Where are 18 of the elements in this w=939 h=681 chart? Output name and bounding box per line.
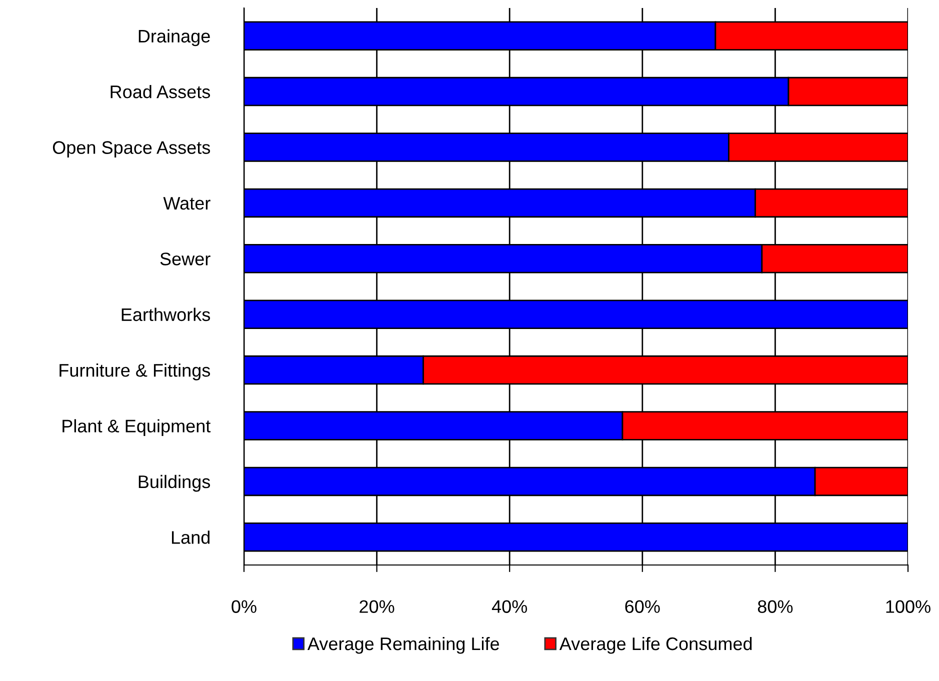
legend-label: Average Remaining Life: [307, 636, 500, 654]
legend-label: Average Life Consumed: [559, 636, 752, 654]
y-tick-label: Furniture & Fittings: [60, 364, 210, 380]
y-tick-label: Earthworks: [122, 308, 210, 322]
y-tick-label: Plant & Equipment: [62, 419, 211, 436]
y-tick-label: Open Space Assets: [52, 141, 210, 158]
y-tick-label: Sewer: [160, 252, 210, 266]
x-tick-label: 40%: [492, 600, 528, 613]
y-tick-label: Drainage: [138, 29, 210, 46]
x-tick-label: 20%: [360, 600, 394, 613]
y-tick-label: Buildings: [138, 474, 210, 492]
y-tick-label: Land: [172, 530, 210, 544]
x-tick-label: 0%: [232, 600, 256, 613]
y-tick-label: Road Assets: [110, 85, 210, 98]
x-tick-label: 80%: [758, 600, 793, 613]
x-tick-label: 100%: [886, 600, 930, 613]
x-tick-label: 60%: [625, 600, 660, 613]
y-tick-label: Water: [163, 197, 210, 210]
